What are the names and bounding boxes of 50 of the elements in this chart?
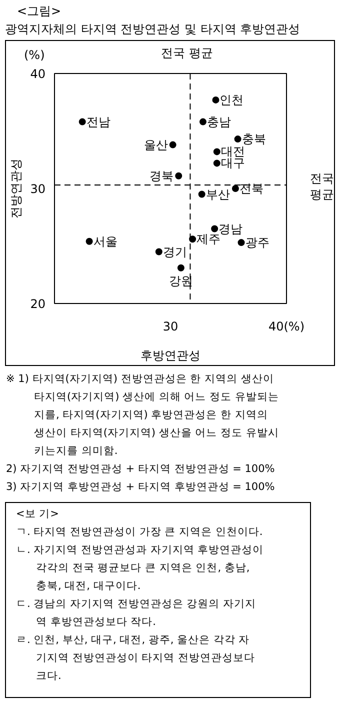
chart-title: 광역지자체의 타지역 전방연관성 및 타지역 후방연관성 <box>5 21 300 38</box>
annotation: 광주 <box>245 236 270 250</box>
point <box>155 248 162 256</box>
text: ㄷ. 경남의 자기지역 전방연관성은 강원의 자기지 역 후방연관성보다 작다. <box>16 597 258 630</box>
point <box>199 118 206 126</box>
annotation: 충북 <box>242 132 266 146</box>
text: 2) 자기지역 전방연관성 + 타지역 전방연관성 = 100% <box>6 462 276 477</box>
annotation: 대구 <box>220 156 245 170</box>
point <box>234 136 242 143</box>
x-axis-title: 후방연관성 <box>140 348 200 362</box>
annotation: 전남 <box>86 114 110 129</box>
annotation: 경기 <box>162 244 187 259</box>
y-axis-title: 전방연관성 <box>9 158 24 218</box>
annotation: 충남 <box>206 114 231 129</box>
y-tick-label: 40 <box>30 67 46 81</box>
point <box>177 264 184 272</box>
point <box>213 160 220 167</box>
point <box>232 185 239 192</box>
x-tick-label: 40(%) <box>268 320 305 334</box>
text: (%) <box>24 47 45 64</box>
y-tick-label: 20 <box>30 297 46 311</box>
point <box>211 225 218 232</box>
text: <그림> <box>17 3 62 20</box>
point <box>198 190 206 198</box>
annotation: 인천 <box>220 92 244 107</box>
annotation: 경남 <box>218 222 243 236</box>
text: ㄴ. 자기지역 전방연관성과 자기지역 후방연관성이 각각의 전국 평균보다 큰 지역은 인천, 충남, 충북, 대전, 대구이다. <box>16 543 264 594</box>
point <box>78 118 86 126</box>
y-tick-label: 30 <box>30 182 46 196</box>
text: ㄹ. 인천, 부산, 대구, 대전, 광주, 울산은 각각 자 기지역 전방연관성이 타지역 전방연관성보다 크다. <box>16 633 256 684</box>
point <box>238 239 245 246</box>
point <box>175 172 182 180</box>
annotation: 부산 <box>206 187 230 202</box>
annotation: 서울 <box>93 234 118 248</box>
annotation: 대전 <box>220 144 245 159</box>
point <box>169 141 176 148</box>
point <box>212 96 220 104</box>
annotation: 경북 <box>150 168 174 183</box>
annotation: 강원 <box>168 274 193 288</box>
annotation: 제주 <box>196 232 221 246</box>
text: ※ 1) 타지역(자기지역) 전방연관성은 한 지역의 생산이 타지역(자기지역) 생산에 의해 어느 정도 유발되는 지를, 타지역(자기지역) 후방연관성은 한 지역의 생산이 타지역(자기지역) 생산을 어느 정도 유발시 키는지를 의미함. <box>6 372 279 459</box>
ref-line-label: 전국 평균 <box>161 45 213 62</box>
point <box>189 236 196 243</box>
text: <보 기> <box>16 507 60 522</box>
annotation: 울산 <box>144 138 168 152</box>
text: ㄱ. 타지역 전방연관성이 가장 큰 지역은 인천이다. <box>16 525 264 540</box>
text: 3) 자기지역 후방연관성 + 타지역 후방연관성 = 100% <box>6 480 276 495</box>
ref-line-label: 전국 평균 <box>310 171 334 203</box>
point <box>213 148 220 156</box>
point <box>86 238 93 245</box>
